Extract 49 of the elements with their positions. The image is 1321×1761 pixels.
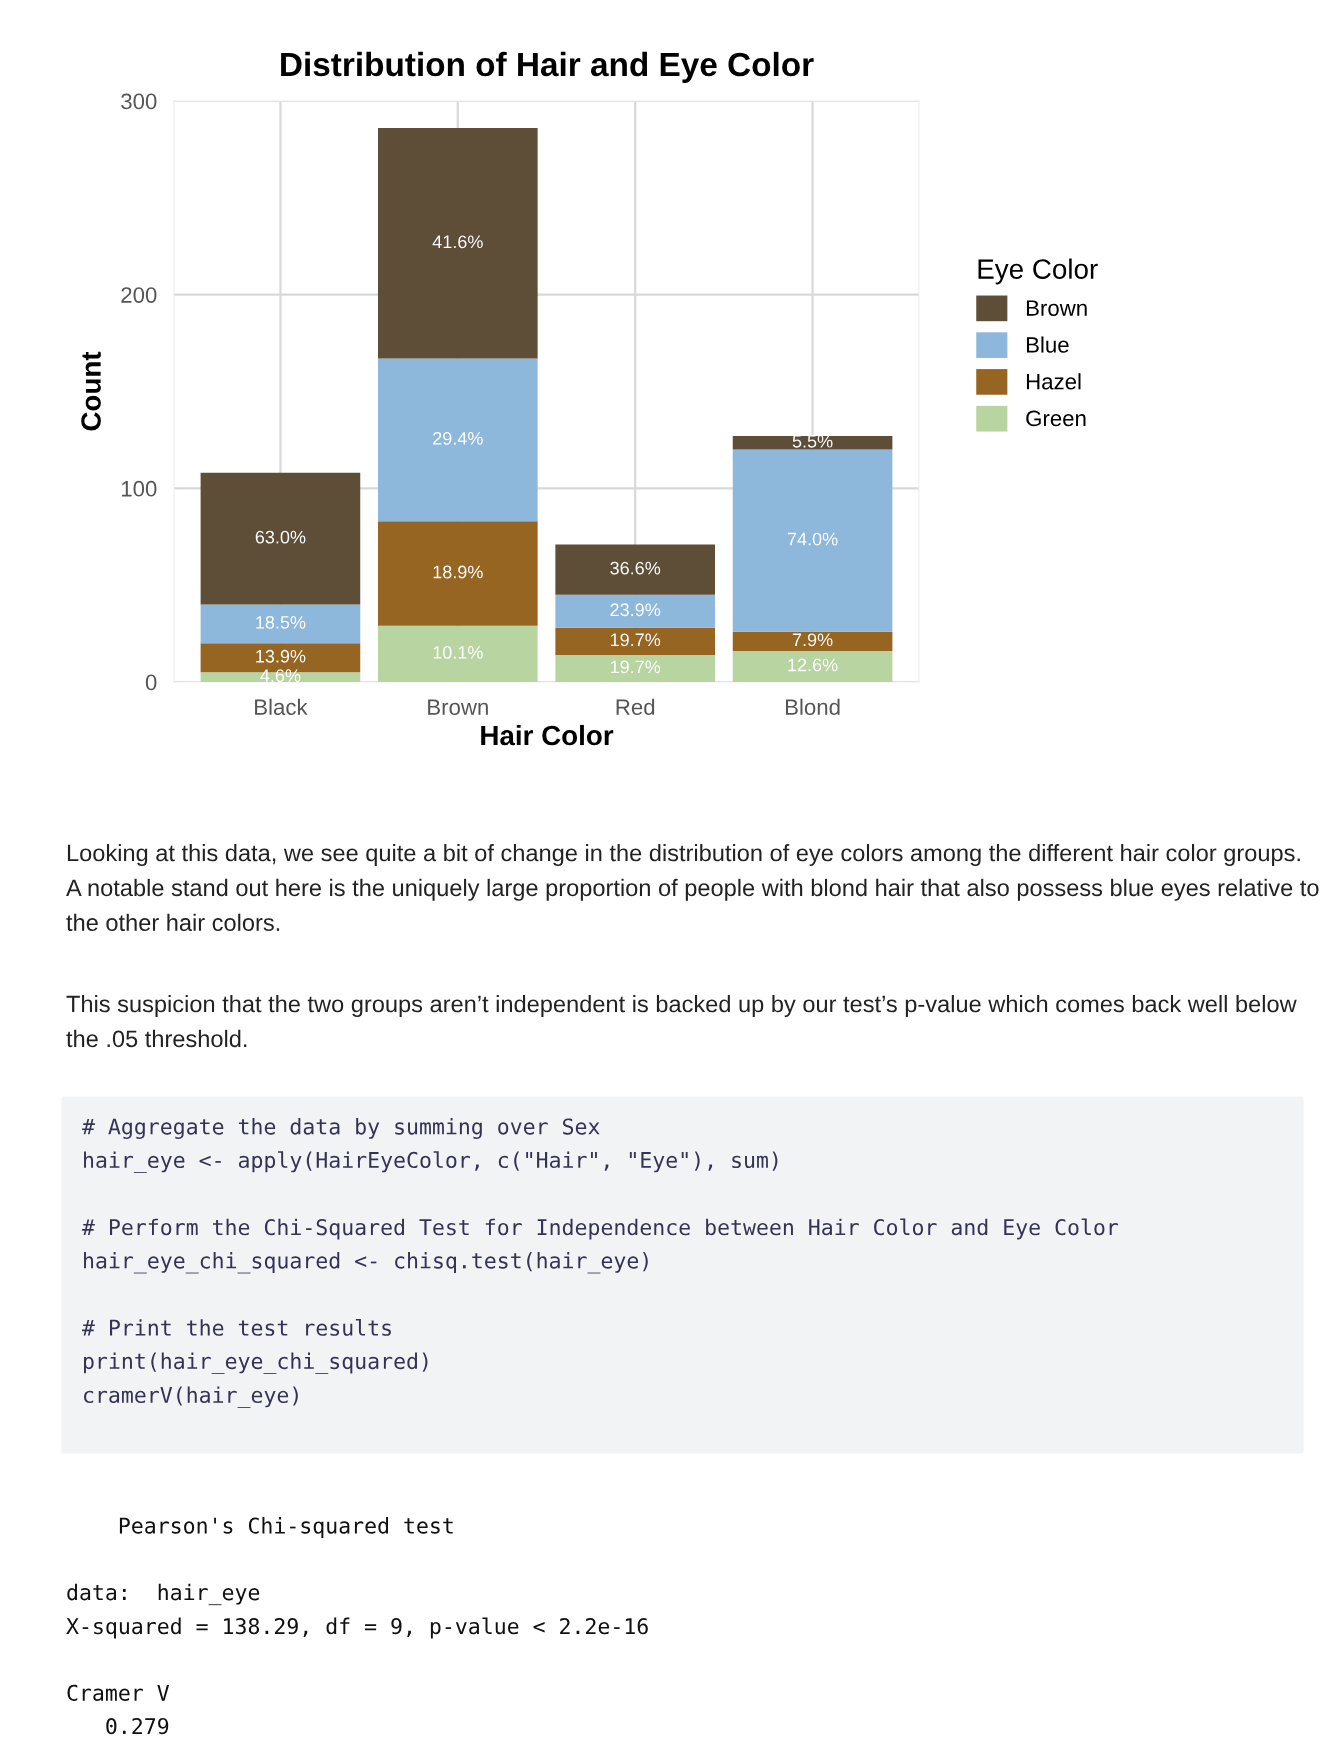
annotation: 13.9% xyxy=(256,649,306,663)
bar xyxy=(732,651,893,682)
bar xyxy=(377,128,538,359)
bar xyxy=(555,544,716,595)
bar xyxy=(377,358,538,522)
legend-title: Eye Color xyxy=(978,258,1098,285)
annotation: 4.6% xyxy=(260,669,301,683)
bar xyxy=(200,604,361,644)
y-tick-label: 200 xyxy=(121,287,157,303)
annotation: 18.9% xyxy=(433,565,483,579)
bar xyxy=(555,594,716,628)
y-tick-label: 300 xyxy=(121,93,157,110)
annotation: 7.9% xyxy=(792,633,833,647)
bar xyxy=(377,521,538,626)
annotation: 74.0% xyxy=(787,532,838,546)
bar xyxy=(555,654,716,682)
x-tick-label: Black xyxy=(255,698,308,715)
text: Pearson's Chi-squared test data: hair_eye X-squared = 138.29, df = 9, p-value < 2.2e-16 Cramer V 0.279 xyxy=(66,1517,648,1735)
bar xyxy=(200,472,361,605)
y-tick-label: 0 xyxy=(145,674,157,691)
annotation: 10.1% xyxy=(433,645,483,659)
x-tick-label: Brown xyxy=(428,699,488,715)
bar xyxy=(377,625,538,682)
bar xyxy=(732,631,893,652)
legend-label: Brown xyxy=(1026,300,1087,316)
annotation: 12.6% xyxy=(788,658,838,672)
y-axis-title: Count xyxy=(81,351,101,431)
bar xyxy=(732,436,893,450)
y-tick-label: 100 xyxy=(121,480,157,497)
text: Looking at this data, we see quite a bit of change in the distribution of eye colors among the different hair color groups. A notable stand out here is the uniquely large proportion of people with blond hair that also possess blue eyes relative to the other hair colors. xyxy=(66,844,1319,932)
annotation: 18.5% xyxy=(256,615,306,629)
annotation: 63.0% xyxy=(255,530,306,544)
chart-title: Distribution of Hair and Eye Color xyxy=(281,51,814,83)
annotation: 19.7% xyxy=(610,633,661,647)
annotation: 36.6% xyxy=(610,561,661,575)
x-tick-label: Blond xyxy=(785,698,840,715)
legend-label: Blue xyxy=(1026,336,1069,353)
bar xyxy=(732,449,893,632)
annotation: 23.9% xyxy=(610,603,661,617)
annotation: 29.4% xyxy=(433,431,483,445)
legend-label: Hazel xyxy=(1026,373,1081,390)
text: This suspicion that the two groups aren’t independent is backed up by our test’s p-value which comes back well below the .05 threshold. xyxy=(66,995,1297,1048)
legend-label: Green xyxy=(1026,410,1086,427)
x-tick-label: Red xyxy=(616,698,655,715)
annotation: 19.7% xyxy=(610,660,661,674)
bar xyxy=(555,627,716,655)
annotation: 41.6% xyxy=(432,235,483,249)
text: # Aggregate the data by summing over Sex hair_eye <- apply(HairEyeColor, c("Hair", "Eye"), sum) # Perform the Chi-Squared Test for Independence between Hair Color and Eye Color hair_eye_chi_squared <- chisq.test(hair_eye) # Print the test results print(hair_eye_chi_squared) cramerV(hair_eye) xyxy=(82,1118,1119,1408)
x-axis-title: Hair Color xyxy=(481,724,614,746)
